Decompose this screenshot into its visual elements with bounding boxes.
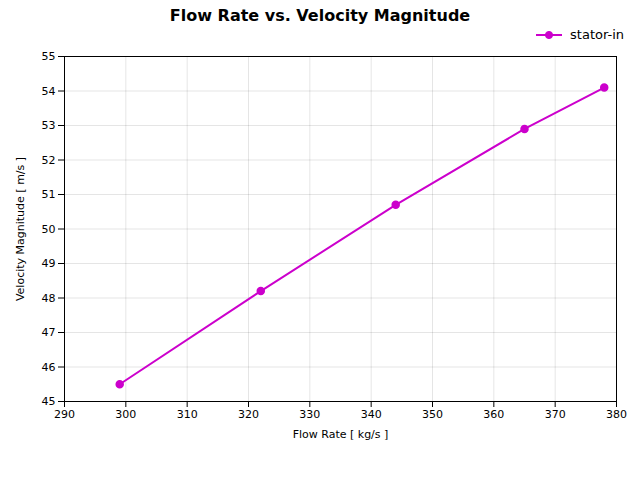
svg-text:370: 370 <box>545 408 566 421</box>
svg-text:54: 54 <box>42 85 56 98</box>
svg-text:380: 380 <box>606 408 627 421</box>
svg-text:360: 360 <box>483 408 504 421</box>
svg-text:46: 46 <box>42 361 56 374</box>
svg-text:49: 49 <box>42 257 56 270</box>
svg-text:48: 48 <box>42 292 56 305</box>
svg-text:50: 50 <box>42 223 56 236</box>
html-text:Flow Rate vs. Velocity Magnitu: Flow Rate vs. Velocity Magnitude <box>169 6 471 25</box>
svg-text:55: 55 <box>42 50 56 63</box>
html-text:stator-in: stator-in <box>570 27 624 42</box>
svg-text:340: 340 <box>361 408 382 421</box>
svg-text:Flow Rate [ kg/s ]: Flow Rate [ kg/s ] <box>293 428 389 441</box>
svg-text:310: 310 <box>177 408 198 421</box>
svg-text:Velocity Magnitude [ m/s ]: Velocity Magnitude [ m/s ] <box>14 157 27 301</box>
svg-text:53: 53 <box>42 119 56 132</box>
svg-text:45: 45 <box>42 395 56 408</box>
svg-text:350: 350 <box>422 408 443 421</box>
svg-text:330: 330 <box>299 408 320 421</box>
svg-text:47: 47 <box>42 326 56 339</box>
svg-text:300: 300 <box>115 408 136 421</box>
svg-text:51: 51 <box>42 188 56 201</box>
svg-text:52: 52 <box>42 154 56 167</box>
svg-text:320: 320 <box>238 408 259 421</box>
svg-text:290: 290 <box>54 408 75 421</box>
